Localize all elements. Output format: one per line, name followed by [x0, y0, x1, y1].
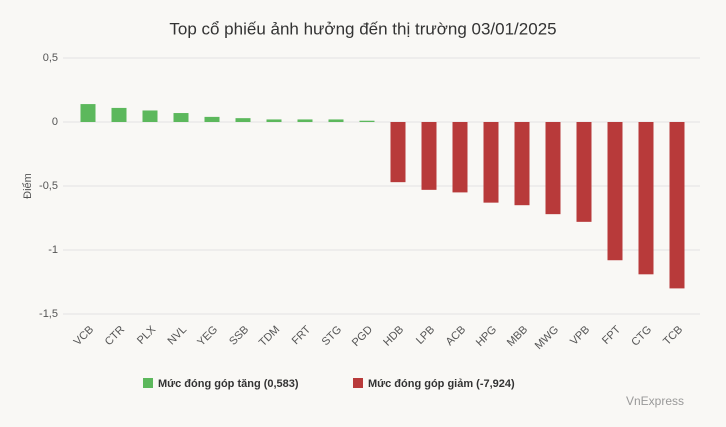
bar: [390, 122, 406, 183]
x-tick-label: SSB: [227, 324, 251, 348]
x-tick-label: LPB: [414, 324, 437, 347]
x-tick-label: CTR: [103, 324, 128, 349]
x-tick-label: TDM: [257, 324, 282, 349]
y-tick-label: 0: [52, 116, 58, 128]
y-tick-label: 0,5: [43, 52, 58, 64]
bar: [483, 122, 499, 203]
bar: [142, 110, 158, 122]
legend-swatch: [353, 378, 363, 388]
x-tick-label: PLX: [135, 323, 159, 347]
bar: [173, 113, 189, 122]
source: VnExpress: [626, 394, 684, 408]
x-tick-label: TCB: [661, 324, 685, 348]
bar: [111, 107, 127, 122]
bar: [266, 119, 282, 122]
y-axis-label: Điểm: [22, 173, 34, 199]
x-tick-label: VCB: [72, 324, 96, 348]
bar: [421, 122, 437, 190]
x-tick-label: VPB: [568, 324, 592, 348]
x-tick-label: ACB: [444, 324, 468, 348]
x-tick-label: HPG: [474, 324, 499, 349]
bar: [545, 122, 561, 215]
x-tick-label: YEG: [195, 324, 220, 349]
legend-swatch: [143, 378, 153, 388]
x-tick-label: FRT: [290, 323, 314, 347]
x-tick-label: MWG: [533, 324, 561, 352]
x-tick-label: NVL: [166, 324, 190, 348]
x-tick-label: CTG: [629, 324, 654, 349]
bar: [576, 122, 592, 222]
legend-label: Mức đóng góp tăng (0,583): [158, 378, 299, 390]
x-tick-label: STG: [320, 324, 344, 348]
x-tick-label: PGD: [350, 324, 375, 349]
bar: [359, 120, 375, 122]
bar: [235, 118, 251, 122]
x-tick-label: MBB: [505, 324, 530, 349]
bar: [80, 104, 96, 122]
chart-title: Top cổ phiếu ảnh hưởng đến thị trường 03…: [169, 19, 556, 38]
bar: [669, 122, 685, 289]
x-tick-label: FPT: [600, 323, 623, 346]
bar: [607, 122, 623, 261]
legend-label: Mức đóng góp giảm (-7,924): [368, 378, 515, 390]
y-tick-label: -0,5: [39, 180, 58, 192]
bar: [204, 116, 220, 122]
bar: [328, 119, 344, 122]
y-tick-label: -1,5: [39, 308, 58, 320]
bar: [297, 119, 313, 122]
x-tick-label: HDB: [381, 324, 406, 349]
bar: [638, 122, 654, 275]
bar: [514, 122, 530, 206]
bar: [452, 122, 468, 193]
y-tick-label: -1: [48, 244, 58, 256]
